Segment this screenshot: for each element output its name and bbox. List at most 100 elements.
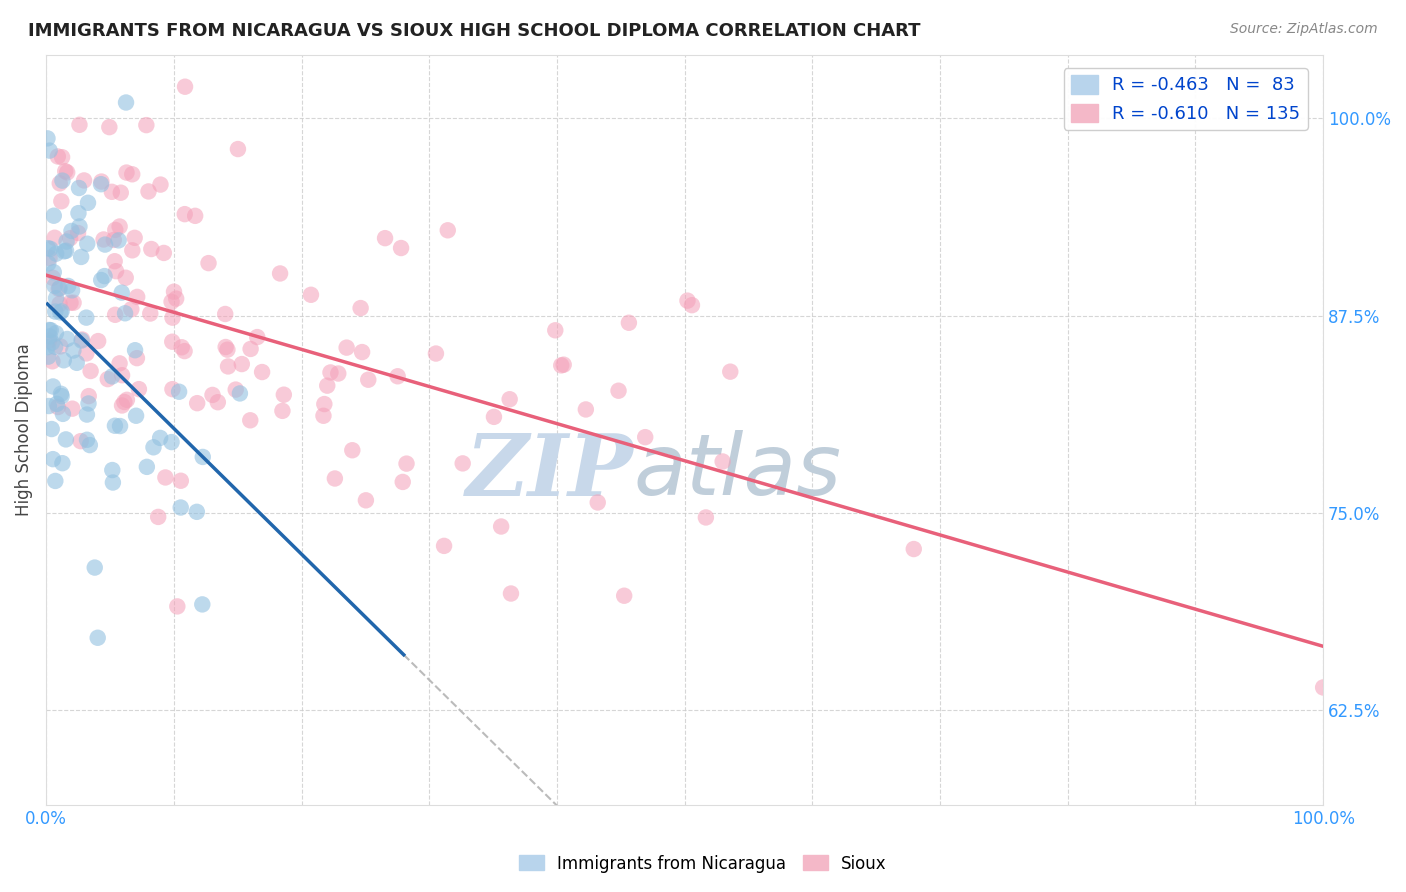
Point (191, 598, 214, 612)
Point (108, 356, 131, 370)
Point (120, 302, 142, 317)
Point (38, 251, 60, 265)
Point (70, 250, 93, 264)
Point (115, 95, 138, 110)
Point (51, 389, 73, 403)
Point (1312, 681, 1334, 695)
Point (357, 373, 380, 387)
Point (38, 323, 60, 337)
Point (184, 209, 207, 223)
Point (299, 287, 322, 301)
Point (217, 343, 239, 357)
Point (711, 454, 734, 468)
Point (48, 281, 70, 295)
Legend: Immigrants from Nicaragua, Sioux: Immigrants from Nicaragua, Sioux (512, 848, 894, 880)
Point (374, 231, 396, 245)
Point (42, 209, 65, 223)
Point (37, 131, 59, 145)
Point (269, 267, 291, 281)
Point (37, 350, 59, 364)
Point (38, 329, 60, 343)
Point (163, 285, 186, 299)
Point (207, 395, 229, 409)
Point (69, 434, 91, 449)
Point (170, 340, 193, 354)
Point (387, 369, 409, 384)
Point (77, 396, 100, 410)
Point (214, 307, 236, 321)
Point (48, 282, 70, 296)
Point (160, 294, 183, 309)
Point (149, 431, 172, 445)
Point (60, 224, 83, 238)
Point (215, 340, 238, 354)
Point (352, 345, 374, 359)
Point (128, 382, 150, 396)
Point (56, 279, 79, 293)
Point (903, 542, 925, 557)
Point (125, 351, 148, 365)
Y-axis label: High School Diploma: High School Diploma (15, 343, 32, 516)
Point (108, 219, 131, 234)
Point (42, 379, 65, 393)
Point (499, 586, 522, 600)
Point (75, 310, 97, 325)
Point (613, 589, 636, 603)
Point (41, 270, 63, 285)
Point (62, 295, 84, 310)
Point (55, 244, 77, 258)
Point (217, 359, 239, 374)
Point (121, 244, 143, 258)
Point (231, 357, 253, 371)
Point (52, 407, 75, 421)
Point (67, 181, 90, 195)
Point (70, 334, 93, 348)
Point (389, 241, 412, 255)
Point (354, 493, 377, 508)
Point (38, 399, 60, 413)
Point (39, 323, 62, 337)
Point (56, 332, 79, 346)
Point (49, 305, 72, 319)
Point (125, 409, 148, 423)
Point (46, 400, 69, 414)
Point (112, 395, 135, 409)
Point (45, 291, 67, 305)
Point (575, 402, 598, 417)
Point (104, 418, 127, 433)
Point (105, 264, 128, 278)
Point (86, 631, 108, 645)
Point (135, 118, 157, 132)
Point (314, 397, 336, 411)
Point (41, 354, 63, 368)
Point (66, 356, 89, 370)
Point (316, 378, 339, 392)
Point (153, 246, 176, 260)
Point (186, 505, 208, 519)
Point (69, 118, 91, 132)
Point (167, 384, 190, 399)
Point (225, 383, 247, 397)
Point (553, 358, 575, 372)
Point (41, 422, 63, 436)
Point (44, 278, 66, 293)
Point (170, 474, 193, 488)
Point (170, 500, 193, 515)
Point (391, 475, 413, 489)
Point (53, 244, 76, 259)
Point (328, 367, 350, 381)
Point (67, 206, 90, 220)
Point (197, 256, 219, 270)
Point (45, 397, 67, 411)
Point (48, 297, 70, 311)
Point (544, 323, 567, 337)
Point (77, 195, 100, 210)
Point (162, 334, 184, 349)
Text: IMMIGRANTS FROM NICARAGUA VS SIOUX HIGH SCHOOL DIPLOMA CORRELATION CHART: IMMIGRANTS FROM NICARAGUA VS SIOUX HIGH … (28, 22, 921, 40)
Point (51, 194, 73, 209)
Point (97, 372, 120, 386)
Point (395, 457, 418, 471)
Point (101, 369, 124, 384)
Point (44, 474, 66, 488)
Point (39, 242, 62, 256)
